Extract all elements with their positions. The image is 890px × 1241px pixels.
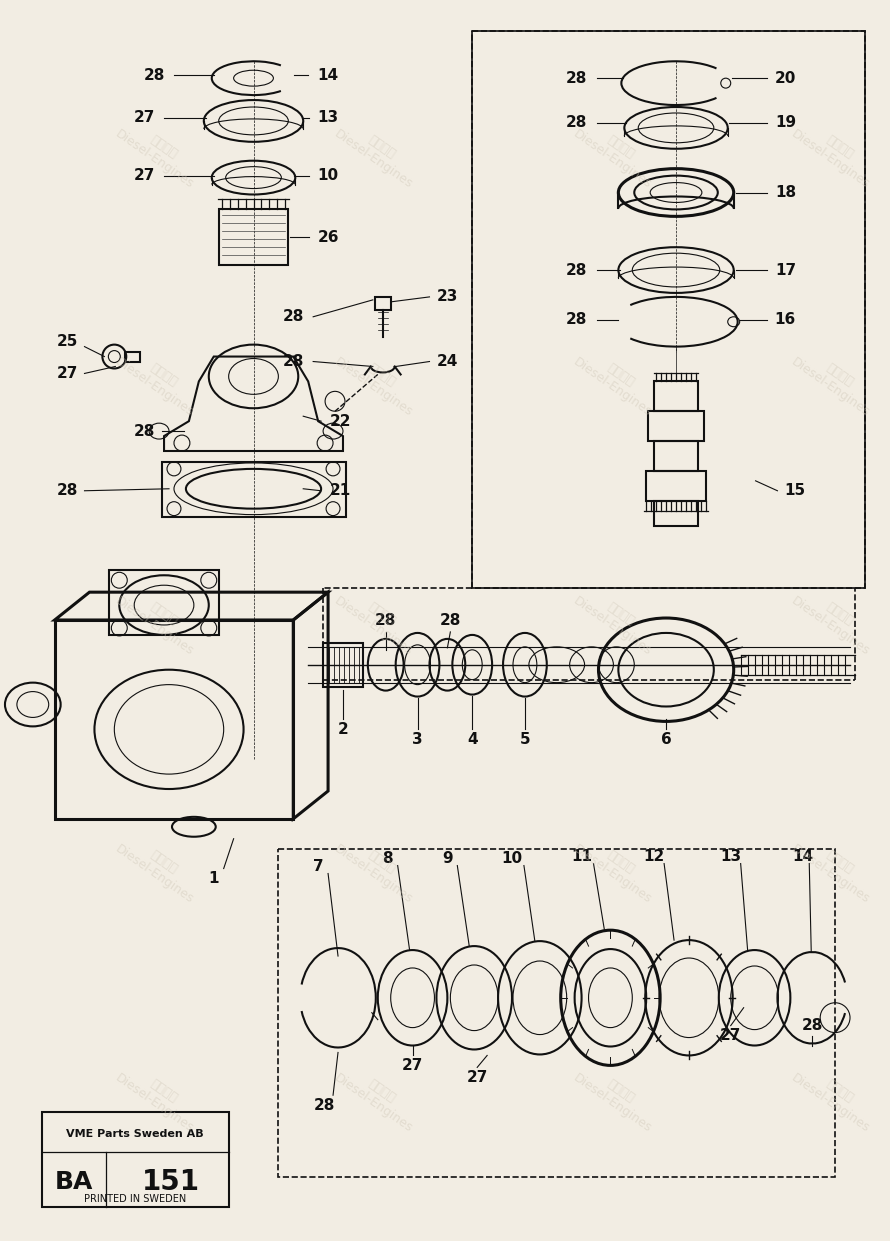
Text: 151: 151 — [142, 1168, 200, 1196]
Text: 9: 9 — [442, 851, 453, 866]
Bar — [109, 571, 219, 635]
Bar — [375, 297, 391, 310]
Text: 20: 20 — [774, 71, 796, 86]
Text: 7: 7 — [312, 859, 323, 874]
Text: 19: 19 — [775, 115, 796, 130]
Bar — [648, 411, 704, 441]
Text: 27: 27 — [134, 110, 155, 125]
Bar — [323, 643, 363, 686]
Text: PRINTED IN SWEDEN: PRINTED IN SWEDEN — [84, 1194, 186, 1204]
Bar — [654, 500, 698, 525]
Text: 17: 17 — [775, 263, 796, 278]
Text: 3: 3 — [412, 732, 423, 747]
Text: 紧发动力
Diesel-Engines: 紧发动力 Diesel-Engines — [332, 114, 424, 191]
Text: 紧发动力
Diesel-Engines: 紧发动力 Diesel-Engines — [570, 830, 662, 906]
Text: 紧发动力
Diesel-Engines: 紧发动力 Diesel-Engines — [789, 344, 881, 419]
Bar — [125, 351, 141, 361]
Bar — [279, 849, 835, 1176]
Bar — [654, 381, 698, 411]
Text: 紧发动力
Diesel-Engines: 紧发动力 Diesel-Engines — [113, 582, 205, 658]
Text: 18: 18 — [775, 185, 796, 200]
Text: 28: 28 — [57, 483, 78, 498]
Text: 紧发动力
Diesel-Engines: 紧发动力 Diesel-Engines — [789, 1060, 881, 1136]
Text: 紧发动力
Diesel-Engines: 紧发动力 Diesel-Engines — [332, 830, 424, 906]
Text: 28: 28 — [566, 313, 587, 328]
Text: 28: 28 — [143, 68, 165, 83]
Text: 紧发动力
Diesel-Engines: 紧发动力 Diesel-Engines — [113, 344, 205, 419]
Text: 紧发动力
Diesel-Engines: 紧发动力 Diesel-Engines — [113, 1060, 205, 1136]
Text: VME Parts Sweden AB: VME Parts Sweden AB — [67, 1129, 204, 1139]
Text: 28: 28 — [134, 423, 155, 438]
Text: 24: 24 — [437, 354, 458, 369]
Text: 紧发动力
Diesel-Engines: 紧发动力 Diesel-Engines — [113, 114, 205, 191]
Text: 27: 27 — [134, 168, 155, 184]
Text: 紧发动力
Diesel-Engines: 紧发动力 Diesel-Engines — [332, 344, 424, 419]
Text: 22: 22 — [329, 413, 351, 428]
Text: 紧发动力
Diesel-Engines: 紧发动力 Diesel-Engines — [570, 582, 662, 658]
Text: 28: 28 — [802, 1018, 823, 1033]
Text: 28: 28 — [283, 309, 304, 324]
Bar — [473, 31, 865, 588]
Text: 15: 15 — [785, 483, 806, 498]
Text: 13: 13 — [720, 849, 741, 864]
Bar — [54, 620, 294, 819]
Text: 27: 27 — [466, 1070, 488, 1085]
Text: 28: 28 — [440, 613, 461, 628]
Text: 紧发动力
Diesel-Engines: 紧发动力 Diesel-Engines — [570, 1060, 662, 1136]
Text: 紧发动力
Diesel-Engines: 紧发动力 Diesel-Engines — [570, 344, 662, 419]
Text: 紧发动力
Diesel-Engines: 紧发动力 Diesel-Engines — [789, 582, 881, 658]
Text: 23: 23 — [437, 289, 458, 304]
Text: 21: 21 — [329, 483, 351, 498]
Bar — [219, 210, 288, 266]
Text: 28: 28 — [283, 354, 304, 369]
Text: 紧发动力
Diesel-Engines: 紧发动力 Diesel-Engines — [789, 830, 881, 906]
Text: 27: 27 — [720, 1028, 741, 1044]
Text: 26: 26 — [318, 230, 339, 244]
Text: 1: 1 — [208, 871, 219, 886]
Bar — [654, 441, 698, 470]
Bar — [162, 462, 346, 516]
Text: BA: BA — [54, 1170, 93, 1194]
Text: 2: 2 — [337, 722, 348, 737]
Text: 28: 28 — [566, 263, 587, 278]
Text: 8: 8 — [383, 851, 393, 866]
Text: 13: 13 — [318, 110, 338, 125]
Bar — [646, 470, 706, 500]
Text: 11: 11 — [571, 849, 592, 864]
Text: 14: 14 — [318, 68, 338, 83]
Text: 紧发动力
Diesel-Engines: 紧发动力 Diesel-Engines — [789, 114, 881, 191]
Text: 16: 16 — [775, 313, 796, 328]
Text: 28: 28 — [566, 115, 587, 130]
Text: 14: 14 — [793, 849, 813, 864]
Bar — [42, 1112, 229, 1206]
Bar — [473, 31, 865, 588]
Text: 4: 4 — [467, 732, 478, 747]
Text: 28: 28 — [375, 613, 396, 628]
Text: 27: 27 — [57, 366, 78, 381]
Text: 10: 10 — [501, 851, 522, 866]
Text: 10: 10 — [318, 168, 338, 184]
Text: 27: 27 — [402, 1057, 424, 1073]
Text: 28: 28 — [313, 1097, 335, 1113]
Text: 5: 5 — [520, 732, 530, 747]
Text: 紧发动力
Diesel-Engines: 紧发动力 Diesel-Engines — [570, 114, 662, 191]
Text: 28: 28 — [566, 71, 587, 86]
Text: 紧发动力
Diesel-Engines: 紧发动力 Diesel-Engines — [332, 1060, 424, 1136]
Text: 6: 6 — [660, 732, 671, 747]
Text: 25: 25 — [57, 334, 78, 349]
Text: 紧发动力
Diesel-Engines: 紧发动力 Diesel-Engines — [332, 582, 424, 658]
Text: 紧发动力
Diesel-Engines: 紧发动力 Diesel-Engines — [113, 830, 205, 906]
Text: 12: 12 — [643, 849, 665, 864]
